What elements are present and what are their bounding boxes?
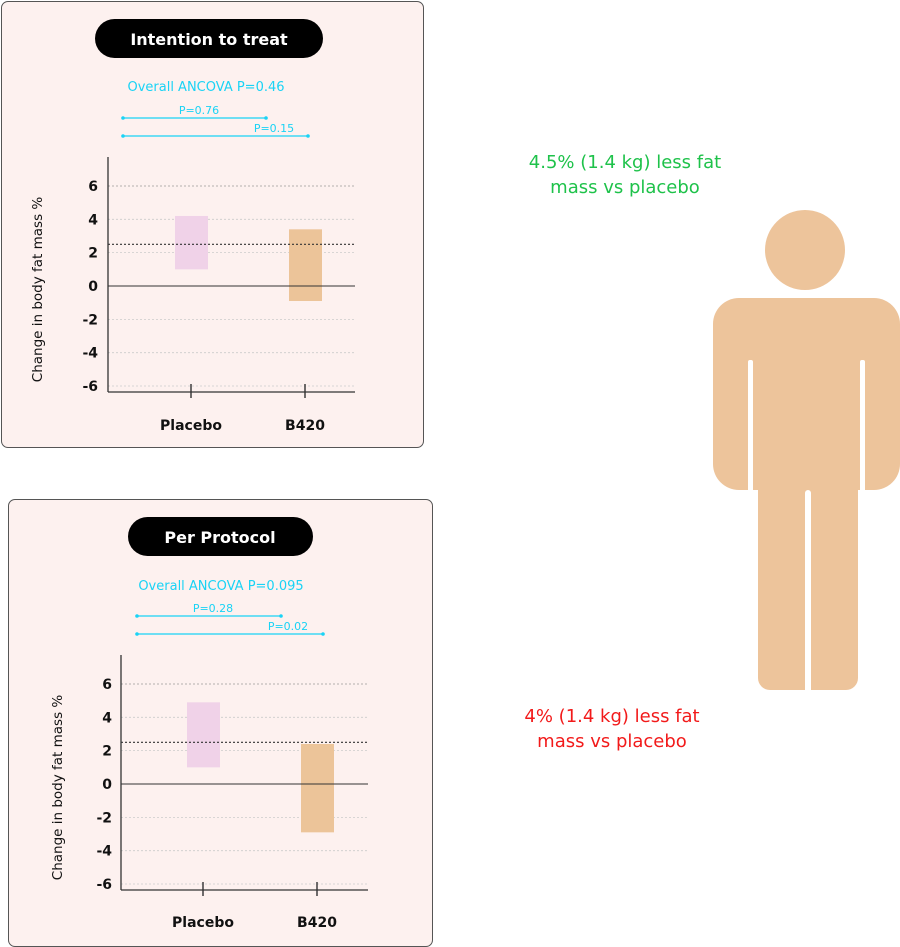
callout-pp: 4% (1.4 kg) less fat mass vs placebo bbox=[467, 704, 757, 754]
y-tick-label: 4 bbox=[102, 710, 112, 726]
y-tick-label: -4 bbox=[96, 844, 112, 860]
overall-pvalue: Overall ANCOVA P=0.46 bbox=[127, 80, 284, 95]
callout-itt-line1: 4.5% (1.4 kg) less fat bbox=[528, 152, 722, 173]
y-axis-label: Change in body fat mass % bbox=[30, 197, 46, 383]
comparison-pvalue: P=0.15 bbox=[254, 122, 294, 135]
panel-intention-to-treat bbox=[1, 1, 424, 448]
y-axis-label: Change in body fat mass % bbox=[50, 695, 66, 881]
panel-per-protocol bbox=[8, 499, 433, 947]
bracket-end bbox=[264, 116, 268, 120]
x-category-label: B420 bbox=[285, 418, 325, 434]
y-tick-label: -6 bbox=[96, 877, 112, 893]
y-tick-label: -4 bbox=[82, 346, 98, 362]
y-tick-label: 2 bbox=[102, 744, 112, 760]
callout-itt-line2: mass vs placebo bbox=[550, 177, 700, 198]
y-tick-label: -2 bbox=[96, 810, 112, 826]
overall-pvalue: Overall ANCOVA P=0.095 bbox=[138, 579, 303, 594]
callout-pp-line2: mass vs placebo bbox=[537, 731, 687, 752]
x-category-label: Placebo bbox=[160, 418, 222, 434]
title-badge bbox=[128, 517, 313, 556]
bar-b420 bbox=[289, 229, 322, 302]
title-badge bbox=[95, 19, 323, 58]
bracket-end bbox=[121, 134, 125, 138]
bracket-end bbox=[135, 632, 139, 636]
bar-b420 bbox=[301, 743, 334, 833]
comparison-pvalue: P=0.02 bbox=[268, 620, 308, 633]
bracket-end bbox=[279, 614, 283, 618]
bar-placebo bbox=[175, 215, 208, 270]
y-tick-label: -2 bbox=[82, 312, 98, 328]
comparison-pvalue: P=0.28 bbox=[193, 602, 233, 615]
y-tick-label: 2 bbox=[88, 246, 98, 262]
x-category-label: Placebo bbox=[172, 915, 234, 931]
comparison-pvalue: P=0.76 bbox=[179, 104, 219, 117]
bracket-end bbox=[306, 134, 310, 138]
bracket-end bbox=[135, 614, 139, 618]
y-tick-label: 6 bbox=[102, 677, 112, 693]
y-tick-label: -6 bbox=[82, 379, 98, 395]
y-tick-label: 0 bbox=[88, 279, 98, 295]
chart-title: Per Protocol bbox=[164, 528, 275, 547]
bracket-end bbox=[121, 116, 125, 120]
y-tick-label: 6 bbox=[88, 179, 98, 195]
callout-itt: 4.5% (1.4 kg) less fat mass vs placebo bbox=[480, 150, 770, 200]
chart-title: Intention to treat bbox=[130, 30, 288, 49]
x-category-label: B420 bbox=[297, 915, 337, 931]
y-tick-label: 4 bbox=[88, 212, 98, 228]
bar-placebo bbox=[187, 702, 220, 768]
callout-pp-line1: 4% (1.4 kg) less fat bbox=[524, 706, 700, 727]
bracket-end bbox=[321, 632, 325, 636]
y-tick-label: 0 bbox=[102, 777, 112, 793]
